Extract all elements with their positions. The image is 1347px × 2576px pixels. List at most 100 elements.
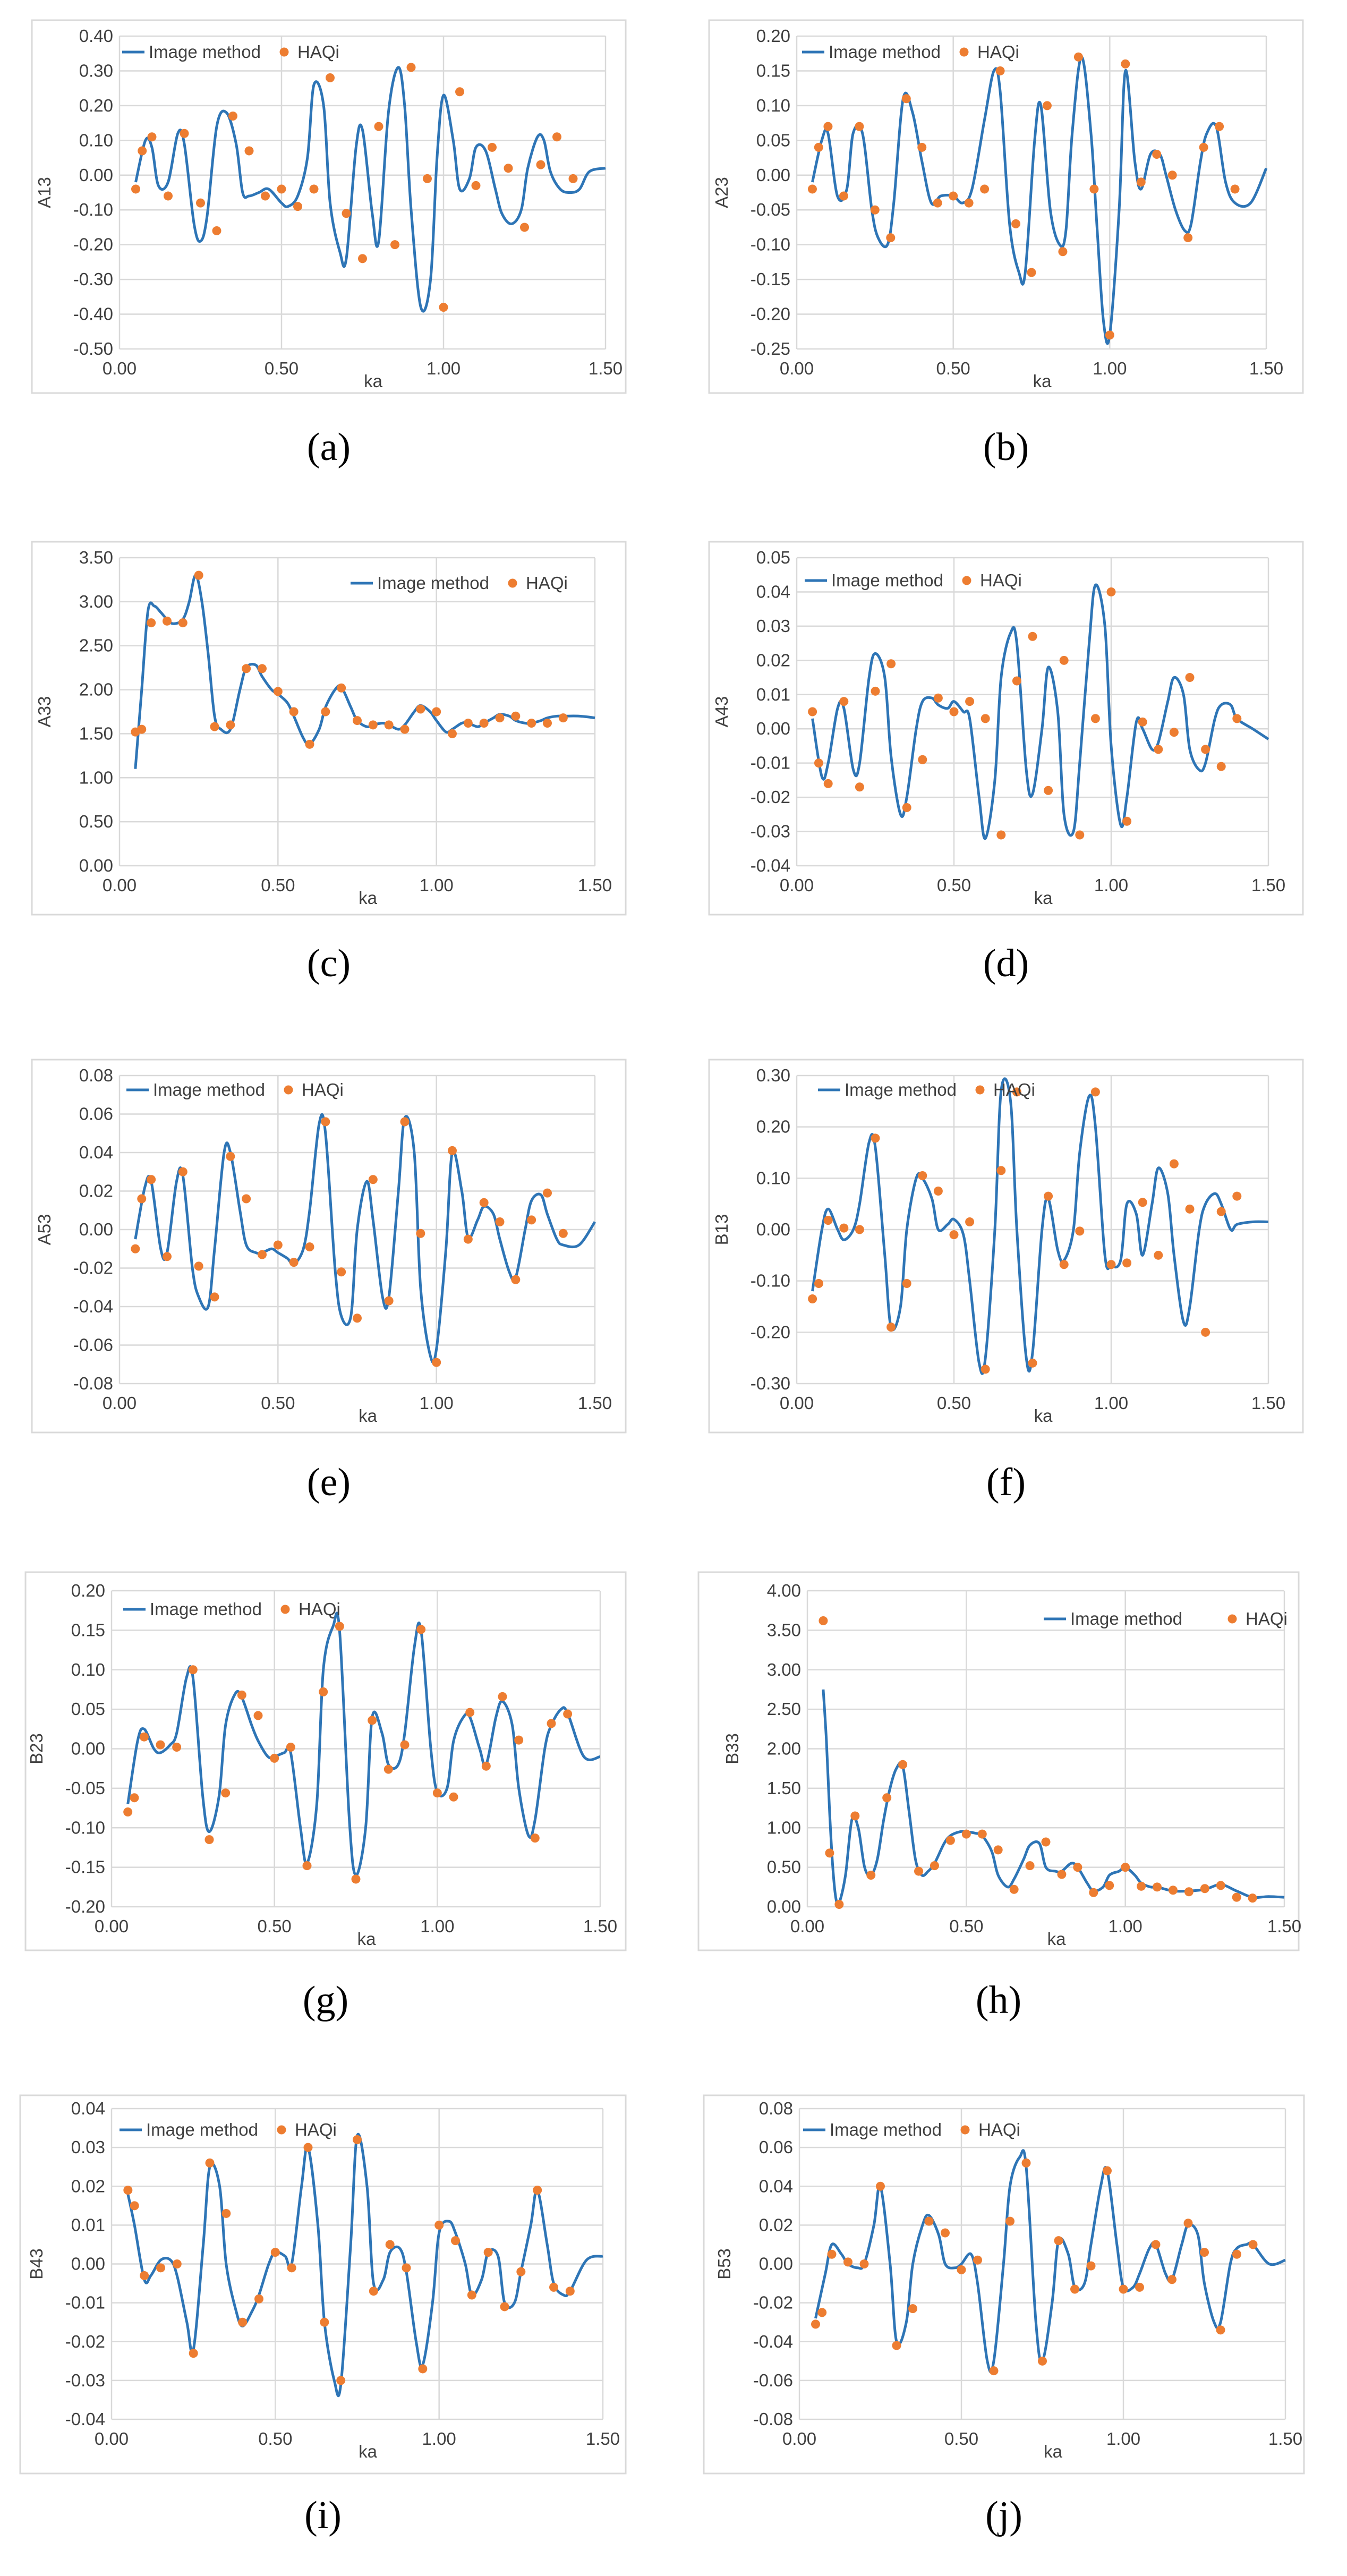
- data-point-haqi: [237, 1690, 246, 1700]
- data-point-haqi: [189, 2349, 198, 2358]
- x-tick-label: 0.50: [261, 1393, 295, 1413]
- y-tick-label: 0.03: [756, 616, 790, 636]
- legend-label-image-method: Image method: [150, 1599, 262, 1619]
- legend-label-haqi: HAQi: [978, 2120, 1020, 2139]
- data-point-haqi: [527, 1215, 536, 1225]
- y-tick-label: 0.00: [756, 1219, 790, 1239]
- data-point-haqi: [949, 191, 958, 201]
- y-tick-label: -0.04: [65, 2409, 105, 2429]
- chart-panel-b: 0.20 0.15 0.10 0.05 0.00 -0.05 -0.10 -0.15 -0.20…: [708, 19, 1304, 469]
- data-point-haqi: [305, 1242, 314, 1252]
- data-point-haqi: [277, 184, 286, 194]
- chart-frame: [708, 1059, 1304, 1434]
- x-tick-label: 1.00: [1094, 875, 1128, 895]
- data-point-haqi: [1059, 655, 1069, 665]
- data-point-haqi: [1122, 816, 1132, 826]
- y-tick-label: -0.03: [65, 2370, 105, 2390]
- data-point-haqi: [1105, 1881, 1114, 1890]
- data-point-haqi: [321, 1117, 330, 1127]
- data-point-haqi: [1011, 219, 1021, 228]
- data-point-haqi: [270, 1753, 279, 1763]
- chart-frame: [31, 1059, 627, 1434]
- data-point-haqi: [178, 618, 187, 628]
- data-point-haqi: [1232, 2249, 1241, 2259]
- legend-point-swatch: [962, 576, 971, 585]
- y-tick-label: 0.15: [71, 1620, 105, 1640]
- y-tick-label: -0.20: [73, 235, 113, 254]
- data-point-haqi: [204, 1835, 214, 1845]
- data-point-haqi: [390, 240, 399, 250]
- x-tick-label: 0.00: [782, 2429, 816, 2449]
- data-point-haqi: [434, 2220, 444, 2230]
- y-tick-label: 0.20: [71, 1581, 105, 1600]
- data-point-haqi: [156, 1740, 165, 1750]
- data-point-haqi: [463, 1234, 473, 1244]
- x-tick-label: 0.50: [944, 2429, 978, 2449]
- data-point-haqi: [549, 2282, 558, 2292]
- data-point-haqi: [918, 1171, 927, 1180]
- data-point-haqi: [1200, 2248, 1209, 2257]
- legend-label-image-method: Image method: [146, 2120, 258, 2139]
- legend-label-image-method: Image method: [845, 1080, 957, 1099]
- data-point-haqi: [530, 1833, 540, 1843]
- data-point-haqi: [1121, 1863, 1130, 1872]
- data-point-haqi: [130, 1793, 139, 1803]
- data-point-haqi: [383, 1764, 393, 1774]
- data-point-haqi: [902, 1279, 911, 1288]
- y-tick-label: -0.30: [751, 1374, 790, 1393]
- data-point-haqi: [1152, 150, 1162, 159]
- data-point-haqi: [1121, 59, 1130, 69]
- data-point-haqi: [1028, 632, 1037, 641]
- data-point-haqi: [273, 1240, 283, 1250]
- panel-caption: (f): [986, 1461, 1026, 1504]
- data-point-haqi: [1028, 1358, 1037, 1368]
- y-tick-label: -0.02: [65, 2332, 105, 2351]
- data-point-haqi: [1038, 2356, 1047, 2366]
- data-point-haqi: [479, 1198, 489, 1207]
- data-point-haqi: [228, 112, 237, 121]
- data-point-haqi: [981, 714, 990, 723]
- y-tick-label: 3.50: [79, 548, 113, 567]
- data-point-haqi: [164, 191, 173, 201]
- data-point-haqi: [156, 2263, 165, 2273]
- data-point-haqi: [342, 209, 351, 218]
- y-tick-label: 0.03: [71, 2137, 105, 2157]
- y-tick-label: 0.04: [71, 2099, 105, 2118]
- chart-frame: [708, 19, 1304, 394]
- data-point-haqi: [1105, 330, 1114, 340]
- data-point-haqi: [1073, 1863, 1082, 1872]
- data-point-haqi: [965, 697, 975, 706]
- data-point-haqi: [536, 160, 545, 169]
- y-tick-label: 0.05: [756, 130, 790, 150]
- data-point-haqi: [374, 122, 383, 131]
- y-tick-label: -0.05: [751, 200, 790, 219]
- data-point-haqi: [368, 1175, 378, 1184]
- data-point-haqi: [902, 803, 911, 812]
- x-tick-label: 1.00: [1093, 359, 1127, 378]
- y-tick-label: -0.02: [753, 2293, 793, 2313]
- data-point-haqi: [1168, 1886, 1178, 1895]
- data-point-haqi: [1216, 762, 1226, 771]
- data-point-haqi: [1216, 1207, 1226, 1216]
- y-tick-label: -0.10: [73, 200, 113, 219]
- data-point-haqi: [964, 198, 974, 208]
- data-point-haqi: [823, 122, 833, 131]
- x-tick-label: 0.50: [261, 875, 295, 895]
- data-point-haqi: [253, 1711, 263, 1720]
- data-point-haqi: [451, 2236, 460, 2246]
- x-tick-label: 0.50: [265, 359, 299, 378]
- data-point-haqi: [1044, 1191, 1053, 1201]
- data-point-haqi: [871, 1133, 880, 1143]
- data-point-haqi: [941, 2228, 950, 2238]
- y-tick-label: 0.15: [756, 61, 790, 80]
- data-point-haqi: [825, 1848, 834, 1858]
- y-tick-label: 0.20: [756, 26, 790, 46]
- data-point-haqi: [1041, 1837, 1051, 1847]
- y-tick-label: 0.50: [79, 812, 113, 831]
- x-tick-label: 0.50: [937, 1393, 971, 1413]
- data-point-haqi: [1106, 587, 1116, 596]
- x-tick-label: 0.00: [95, 2429, 129, 2449]
- data-point-haqi: [479, 719, 489, 728]
- data-point-haqi: [949, 1230, 959, 1240]
- chart-panel-e: 0.08 0.06 0.04 0.02 0.00 -0.02 -0.04 -0.06 -0.08…: [31, 1059, 627, 1504]
